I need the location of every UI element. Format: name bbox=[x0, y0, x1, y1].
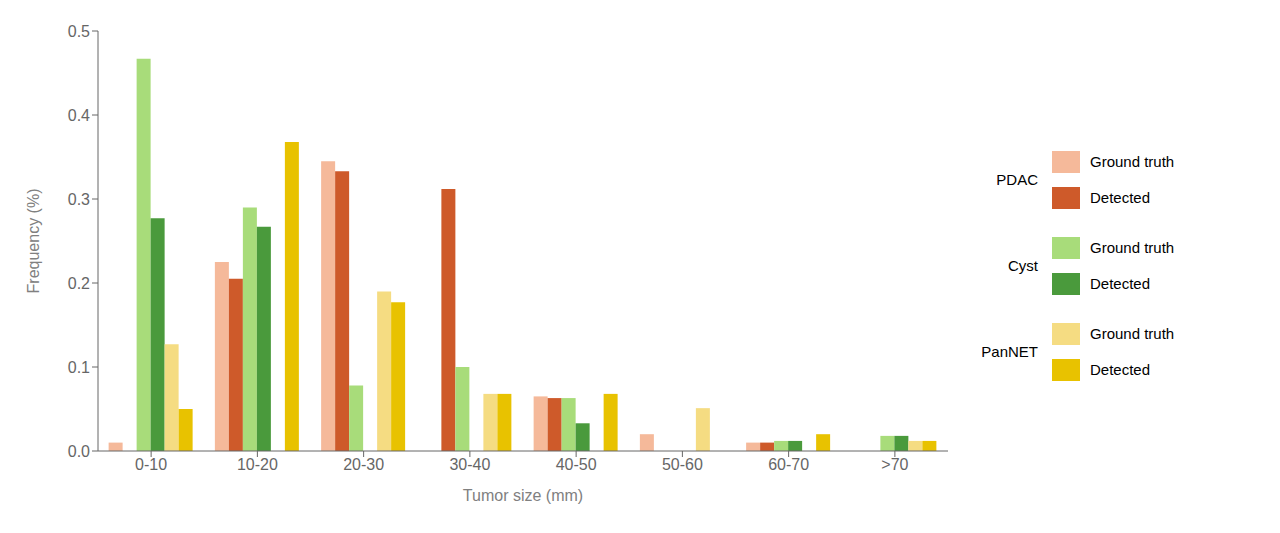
html-text:Detected: Detected bbox=[1090, 361, 1150, 378]
svg-text:0.5: 0.5 bbox=[68, 22, 90, 39]
svg-text:Frequency (%): Frequency (%) bbox=[25, 188, 42, 293]
svg-text:20-30: 20-30 bbox=[343, 456, 384, 473]
svg-text:0.0: 0.0 bbox=[68, 442, 90, 459]
svg-text:50-60: 50-60 bbox=[662, 456, 703, 473]
svg-text:Tumor size (mm): Tumor size (mm) bbox=[463, 487, 583, 504]
html-text:PDAC: PDAC bbox=[996, 171, 1038, 188]
svg-text:60-70: 60-70 bbox=[768, 456, 809, 473]
svg-text:0-10: 0-10 bbox=[135, 456, 167, 473]
html-text:Ground truth: Ground truth bbox=[1090, 239, 1175, 256]
svg-text:30-40: 30-40 bbox=[449, 456, 490, 473]
svg-text:0.2: 0.2 bbox=[68, 274, 90, 291]
svg-text:40-50: 40-50 bbox=[556, 456, 597, 473]
svg-text:0.4: 0.4 bbox=[68, 106, 90, 123]
svg-text:0.1: 0.1 bbox=[68, 358, 90, 375]
svg-text:>70: >70 bbox=[881, 456, 908, 473]
html-text:Ground truth: Ground truth bbox=[1090, 153, 1175, 170]
html-text:Detected: Detected bbox=[1090, 189, 1150, 206]
html-text:Ground truth: Ground truth bbox=[1090, 325, 1175, 342]
html-text:PanNET: PanNET bbox=[981, 343, 1038, 360]
html-text:Cyst: Cyst bbox=[1008, 257, 1038, 274]
svg-text:0.3: 0.3 bbox=[68, 190, 90, 207]
svg-text:10-20: 10-20 bbox=[237, 456, 278, 473]
html-text:Detected: Detected bbox=[1090, 275, 1150, 292]
